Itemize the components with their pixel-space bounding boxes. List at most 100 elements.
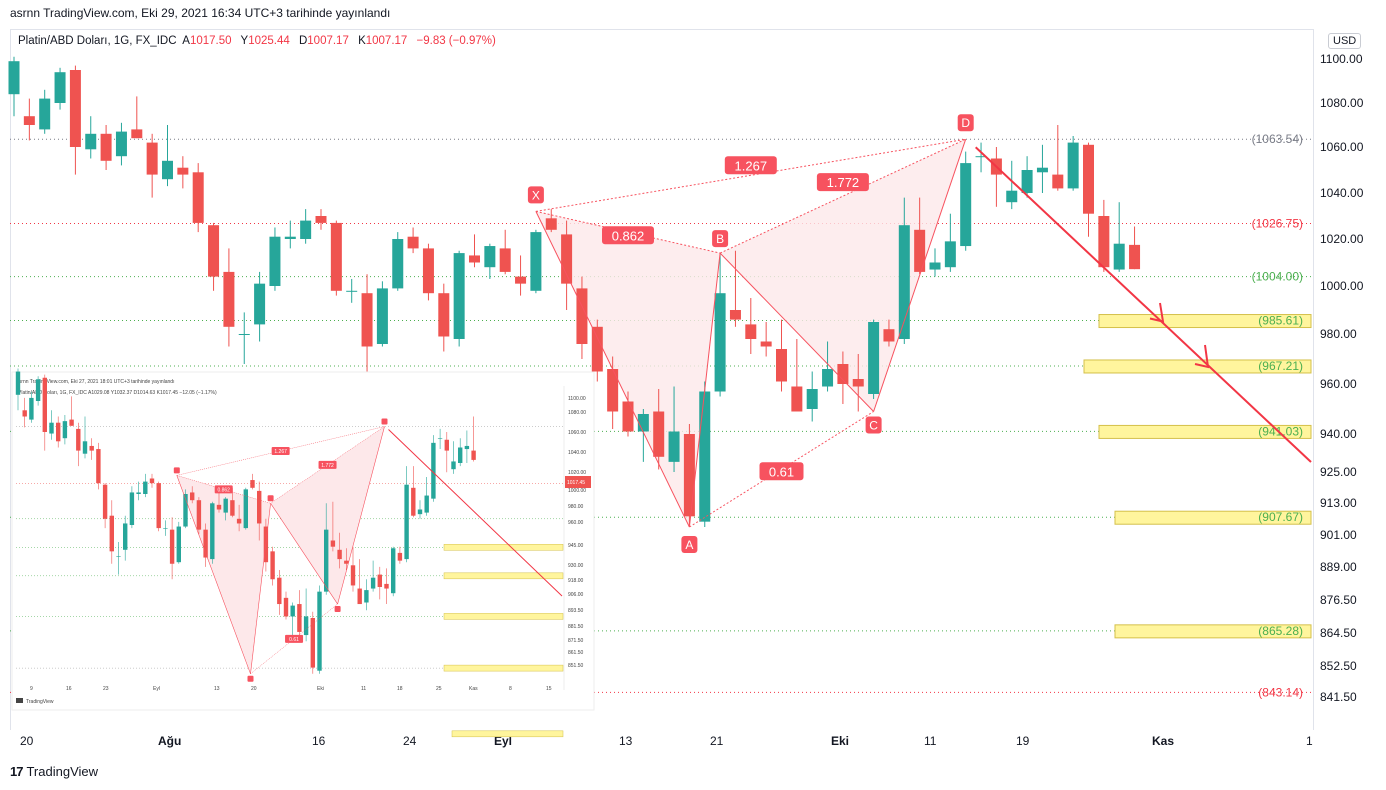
inset-candle-body xyxy=(129,492,135,525)
inset-candle-body xyxy=(310,618,315,668)
level-label: (1063.54) xyxy=(1252,132,1303,146)
low-label: D xyxy=(298,35,308,47)
level-label: (967.21) xyxy=(1258,359,1303,373)
y-tick-label: 852.50 xyxy=(1320,659,1357,673)
candle-body xyxy=(269,236,281,286)
level-label: (985.61) xyxy=(1258,314,1303,328)
inset-y-tick: 1000.00 xyxy=(568,488,586,494)
inset-candle-body xyxy=(223,498,228,513)
inset-candle-body xyxy=(250,480,255,488)
candle-body xyxy=(192,172,204,223)
high-value: 1025.44 xyxy=(248,35,290,47)
inset-chart[interactable]: asrnn TradingView.com, Eki 27, 2021 18:0… xyxy=(11,368,595,738)
inset-logo: TradingView xyxy=(26,699,54,705)
inset-candle-body xyxy=(283,597,289,617)
open-label: A xyxy=(182,35,190,47)
inset-candle-body xyxy=(136,492,141,494)
candle-body xyxy=(1067,142,1079,189)
tradingview-logo[interactable]: 17 TradingView xyxy=(10,764,98,779)
inset-price-tag-value: 1017.45 xyxy=(567,480,585,486)
close-label: K xyxy=(358,35,366,47)
candle-body xyxy=(315,216,327,223)
pattern-point-badge xyxy=(681,536,698,553)
candle-body xyxy=(791,386,803,412)
inset-x-tick: 15 xyxy=(546,686,552,692)
inset-target-zone xyxy=(451,730,564,738)
inset-candle-body xyxy=(397,552,403,561)
candle-body xyxy=(1021,170,1033,193)
inset-target-zone xyxy=(443,613,564,620)
inset-candle-body xyxy=(29,397,34,420)
inset-candle-body xyxy=(357,588,362,605)
inset-candle-body xyxy=(236,518,242,524)
candle-body xyxy=(238,334,250,335)
inset-pattern-leg xyxy=(176,475,251,674)
inset-ratio-badge xyxy=(214,485,233,494)
inset-candle-body xyxy=(431,442,436,499)
candle-body xyxy=(868,322,880,394)
inset-candle-body xyxy=(297,604,302,632)
inset-candle-body xyxy=(303,616,309,636)
inset-candle-body xyxy=(417,509,423,515)
inset-candle-body xyxy=(411,487,416,516)
inset-ratio-badge xyxy=(271,446,290,455)
pattern-ratio-badge xyxy=(816,173,869,192)
projection-arrow-line xyxy=(975,146,1312,463)
level-label: (941.03) xyxy=(1258,424,1303,438)
pattern-ratio-bd xyxy=(719,138,966,254)
target-zone xyxy=(1114,510,1312,525)
candle-body xyxy=(223,271,235,327)
inset-candle-body xyxy=(464,445,470,450)
candle-body xyxy=(376,288,388,344)
candle-body xyxy=(607,369,619,412)
candle-body xyxy=(300,220,312,239)
inset-candle-body xyxy=(458,447,463,463)
level-label: (1026.75) xyxy=(1252,216,1303,230)
inset-pattern-point xyxy=(173,467,180,474)
x-tick-label: 21 xyxy=(710,734,724,748)
inset-pattern-point xyxy=(334,606,341,613)
candle-body xyxy=(561,234,573,284)
candle-body xyxy=(407,236,419,249)
change-value: −9.83 (−0.97%) xyxy=(416,35,496,47)
inset-candle-body xyxy=(82,441,88,454)
level-label: (907.67) xyxy=(1258,510,1303,524)
pattern-ratio-label: 0.862 xyxy=(612,228,645,243)
y-tick-label: 960.00 xyxy=(1320,377,1357,391)
inset-candle-body xyxy=(190,492,195,501)
candle-body xyxy=(699,391,711,522)
inset-candle-body xyxy=(203,529,208,558)
y-tick-label: 1100.00 xyxy=(1320,52,1363,66)
close-value: 1007.17 xyxy=(365,35,408,47)
pattern-point-badge xyxy=(865,416,882,434)
candle-body xyxy=(683,434,695,517)
candle-body xyxy=(852,379,864,387)
pattern-point-label: C xyxy=(869,419,878,433)
y-tick-label: 1080.00 xyxy=(1320,96,1364,110)
level-label: (865.28) xyxy=(1258,624,1303,638)
pattern-ratio-label: 1.267 xyxy=(735,158,768,173)
inset-candle-body xyxy=(330,540,336,547)
pattern-ratio-xd xyxy=(535,138,966,212)
x-tick-label: 20 xyxy=(20,734,34,748)
inset-candle-body xyxy=(35,379,41,401)
candle-body xyxy=(284,236,296,239)
y-tick-label: 889.00 xyxy=(1320,560,1357,574)
inset-candle-body xyxy=(384,583,389,589)
candle-body xyxy=(591,326,603,372)
candle-body xyxy=(545,218,557,230)
y-tick-label: 940.00 xyxy=(1320,427,1357,441)
inset-candle-body xyxy=(317,591,322,671)
inset-target-zone xyxy=(443,572,564,580)
currency-button[interactable]: USD xyxy=(1328,33,1362,49)
inset-x-tick: 20 xyxy=(251,686,257,692)
inset-pattern-point xyxy=(267,495,274,502)
inset-candle-body xyxy=(277,577,282,605)
inset-x-tick: 18 xyxy=(397,686,403,692)
candle-body xyxy=(530,232,542,291)
inset-ratio-label: 0.61 xyxy=(289,637,299,643)
low-value: 1007.17 xyxy=(307,35,349,47)
chart-pane[interactable] xyxy=(10,29,1314,730)
candle-body xyxy=(254,283,266,325)
